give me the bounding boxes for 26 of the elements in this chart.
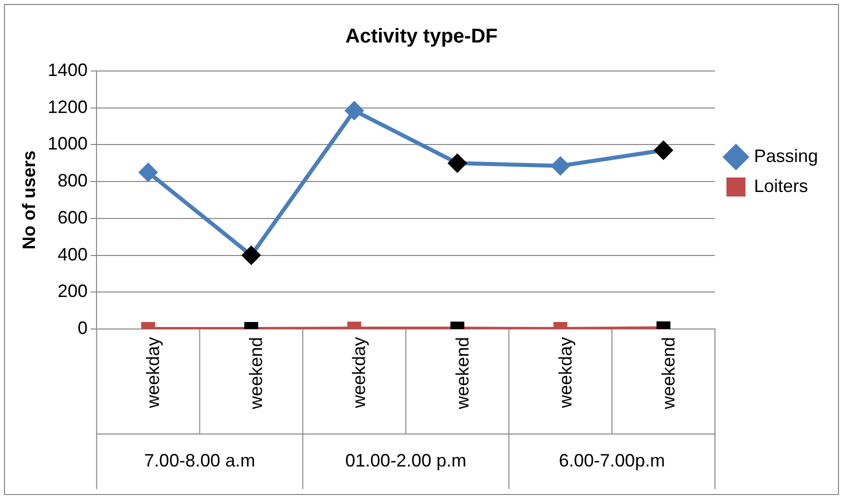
x-tick-label: weekend [452, 337, 472, 410]
y-tick-label: 1200 [48, 96, 88, 117]
legend-label: Passing [754, 146, 818, 166]
y-tick-label: 0 [78, 318, 88, 338]
text: 01.00-2.00 p.m [345, 450, 466, 470]
y-tick-label: 400 [58, 244, 88, 264]
y-axis-title: No of users [18, 150, 39, 250]
x-tick-label: weekend [658, 337, 678, 410]
chart-title: Activity type-DF [345, 26, 498, 48]
legend-label: Loiters [754, 176, 808, 196]
y-tick-label: 200 [58, 281, 88, 302]
text: 7.00-8.00 a.m [144, 450, 256, 470]
point [551, 156, 570, 175]
y-tick-label: 800 [58, 170, 88, 191]
x-tick-label: weekday [555, 337, 576, 410]
y-tick-label: 1000 [48, 134, 88, 154]
y-tick-label: 1400 [48, 60, 88, 80]
x-tick-label: weekday [349, 337, 370, 410]
point [139, 163, 158, 182]
x-tick-label: weekday [143, 337, 164, 410]
point [654, 141, 672, 160]
point [345, 102, 364, 120]
text: 6.00-7.00p.m [558, 450, 665, 470]
x-tick-label: weekend [246, 337, 266, 410]
y-tick-label: 600 [58, 207, 88, 228]
point [448, 154, 466, 172]
